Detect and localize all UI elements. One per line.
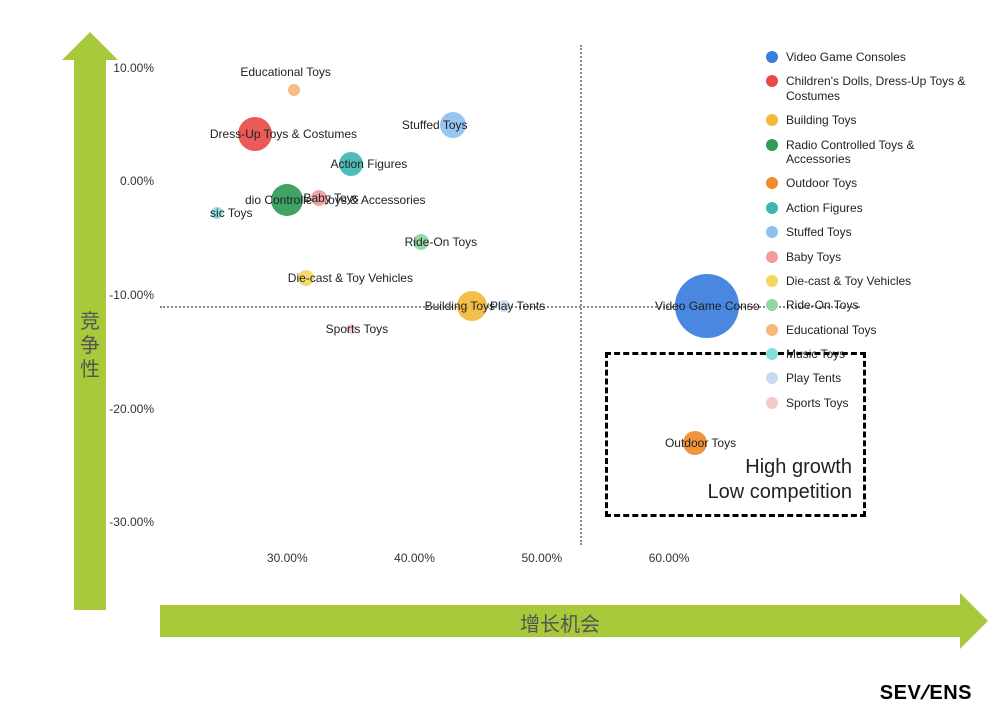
- chart-root: { "axes": { "arrow_color": "#a8c93a", "y…: [0, 0, 996, 723]
- legend-label: Play Tents: [786, 371, 976, 385]
- y-tick-label: 10.00%: [113, 61, 154, 75]
- bubble: [311, 190, 327, 206]
- bubble-label: Sports Toys: [326, 322, 388, 336]
- legend-label: Action Figures: [786, 201, 976, 215]
- legend-item: Video Game Consoles: [766, 50, 976, 64]
- bubble: [440, 112, 466, 138]
- bubble: [238, 117, 272, 151]
- x-tick-label: 50.00%: [521, 551, 562, 565]
- legend-swatch: [766, 348, 778, 360]
- annotation-text: High growth Low competition: [623, 455, 852, 505]
- legend-item: Children's Dolls, Dress-Up Toys & Costum…: [766, 74, 976, 103]
- legend-item: Educational Toys: [766, 323, 976, 337]
- legend-swatch: [766, 226, 778, 238]
- x-tick-label: 60.00%: [649, 551, 690, 565]
- brand-text-2: ENS: [929, 682, 972, 704]
- bubble-label: Educational Toys: [240, 65, 331, 79]
- legend-swatch: [766, 397, 778, 409]
- bubble-label: Dress-Up Toys & Costumes: [210, 127, 357, 141]
- legend-swatch: [766, 114, 778, 126]
- bubble: [457, 291, 487, 321]
- legend-label: Building Toys: [786, 113, 976, 127]
- legend: Video Game Consoles Children's Dolls, Dre…: [766, 50, 976, 420]
- legend-label: Ride-On Toys: [786, 298, 976, 312]
- legend-swatch: [766, 139, 778, 151]
- y-tick-label: -30.00%: [109, 515, 154, 529]
- legend-item: Die-cast & Toy Vehicles: [766, 274, 976, 288]
- legend-item: Action Figures: [766, 201, 976, 215]
- bubble: [346, 324, 356, 334]
- legend-item: Outdoor Toys: [766, 176, 976, 190]
- bubble: [288, 84, 300, 96]
- bubble: [271, 184, 303, 216]
- x-axis-label: 增长机会: [160, 608, 960, 637]
- legend-label: Outdoor Toys: [786, 176, 976, 190]
- legend-label: Baby Toys: [786, 250, 976, 264]
- y-axis-label-text: 竞争性: [80, 311, 100, 381]
- legend-swatch: [766, 251, 778, 263]
- legend-label: Radio Controlled Toys & Accessories: [786, 138, 976, 167]
- legend-swatch: [766, 299, 778, 311]
- plot-area: -30.00%-20.00%-10.00%0.00%10.00%30.00%40…: [160, 45, 860, 545]
- bubble: [211, 207, 223, 219]
- legend-label: Sports Toys: [786, 396, 976, 410]
- bubble: [339, 152, 363, 176]
- ref-line-horizontal: [160, 306, 860, 308]
- legend-item: Ride-On Toys: [766, 298, 976, 312]
- legend-swatch: [766, 275, 778, 287]
- y-tick-label: 0.00%: [120, 174, 154, 188]
- legend-item: Music Toys: [766, 347, 976, 361]
- x-tick-label: 40.00%: [394, 551, 435, 565]
- legend-label: Die-cast & Toy Vehicles: [786, 274, 976, 288]
- legend-item: Sports Toys: [766, 396, 976, 410]
- brand-logo: SEV/ENS: [880, 682, 972, 705]
- legend-swatch: [766, 75, 778, 87]
- legend-item: Radio Controlled Toys & Accessories: [766, 138, 976, 167]
- legend-label: Music Toys: [786, 347, 976, 361]
- legend-swatch: [766, 324, 778, 336]
- legend-swatch: [766, 51, 778, 63]
- legend-item: Play Tents: [766, 371, 976, 385]
- y-axis-label: 竞争性: [78, 310, 102, 382]
- y-tick-label: -10.00%: [109, 288, 154, 302]
- ref-line-vertical: [580, 45, 582, 545]
- legend-swatch: [766, 177, 778, 189]
- legend-label: Educational Toys: [786, 323, 976, 337]
- bubble: [298, 270, 314, 286]
- legend-item: Stuffed Toys: [766, 225, 976, 239]
- bubble: [498, 300, 510, 312]
- legend-item: Building Toys: [766, 113, 976, 127]
- bubble: [413, 234, 429, 250]
- legend-label: Children's Dolls, Dress-Up Toys & Costum…: [786, 74, 976, 103]
- bubble: [675, 274, 739, 338]
- legend-item: Baby Toys: [766, 250, 976, 264]
- anno-line2: Low competition: [707, 481, 852, 503]
- x-tick-label: 30.00%: [267, 551, 308, 565]
- y-tick-label: -20.00%: [109, 402, 154, 416]
- legend-label: Video Game Consoles: [786, 50, 976, 64]
- x-axis-label-text: 增长机会: [520, 614, 600, 636]
- brand-text-1: SEV: [880, 682, 922, 704]
- legend-label: Stuffed Toys: [786, 225, 976, 239]
- legend-swatch: [766, 202, 778, 214]
- legend-swatch: [766, 372, 778, 384]
- anno-line1: High growth: [745, 456, 852, 478]
